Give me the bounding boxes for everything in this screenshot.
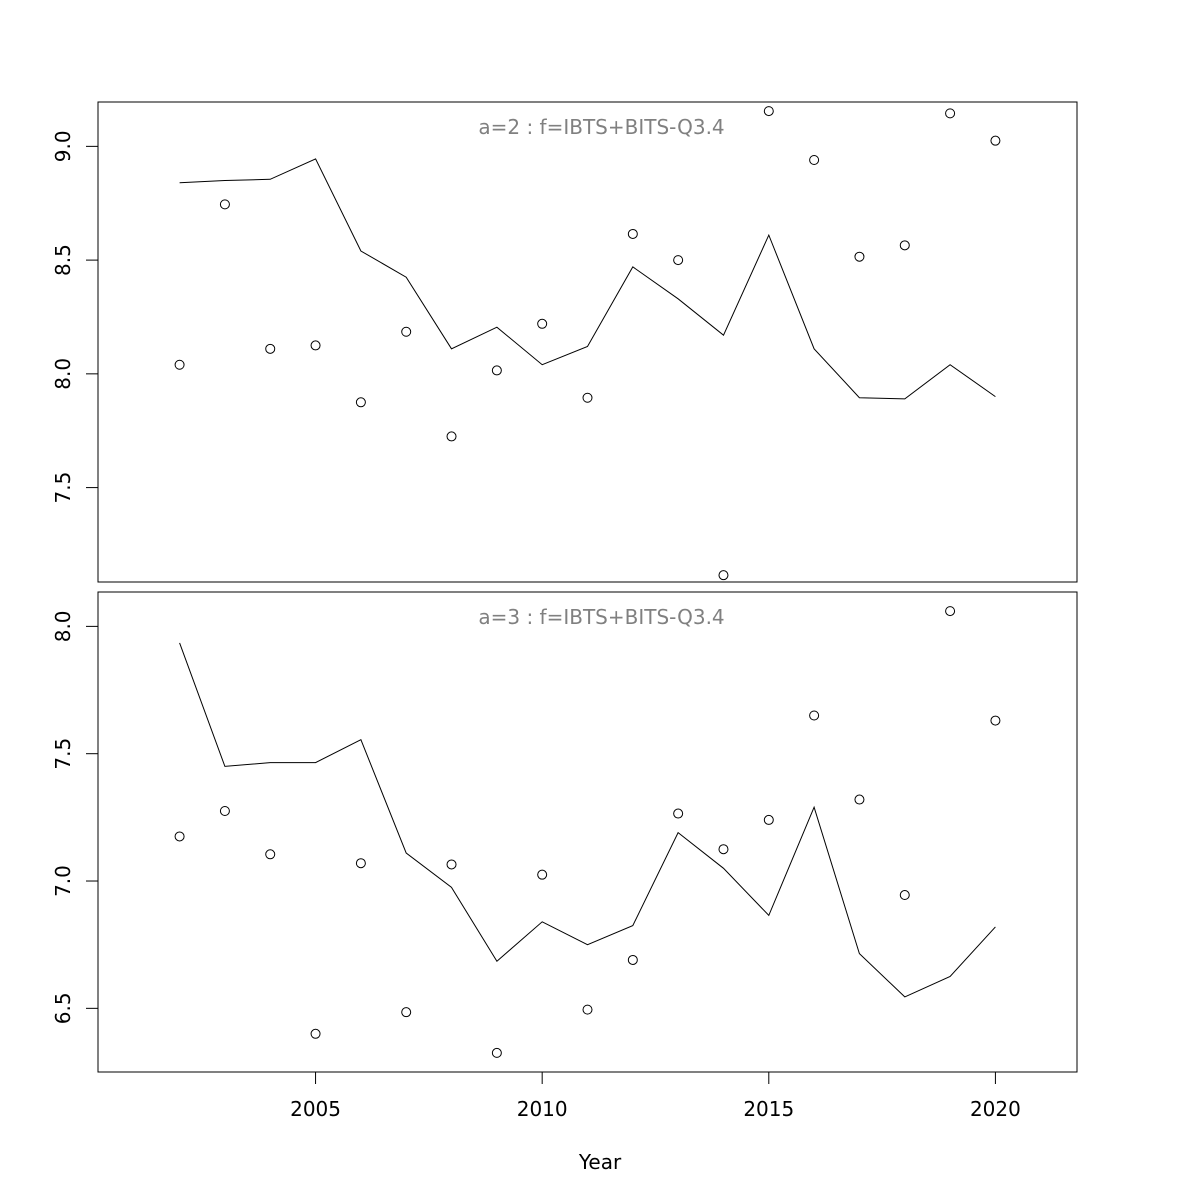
- x-tick-label: 2020: [970, 1097, 1021, 1121]
- panel-frame: [97, 101, 1078, 583]
- observed-point: [854, 251, 865, 262]
- observed-point: [718, 570, 729, 581]
- observed-point: [401, 1007, 412, 1018]
- observed-point: [310, 340, 321, 351]
- panel-frame: [97, 591, 1078, 1073]
- x-axis-title: Year: [578, 1150, 622, 1174]
- observed-point: [809, 155, 820, 166]
- y-tick-label: 9.0: [51, 130, 75, 162]
- panel-title: a=2 : f=IBTS+BITS-Q3.4: [478, 115, 724, 139]
- y-tick-label: 8.0: [51, 610, 75, 642]
- observed-point: [265, 849, 276, 860]
- y-tick-label: 7.5: [51, 738, 75, 770]
- observed-point: [990, 135, 1001, 146]
- x-tick-label: 2005: [290, 1097, 341, 1121]
- y-tick-label: 7.5: [51, 472, 75, 504]
- y-tick-label: 7.0: [51, 865, 75, 897]
- observed-point: [491, 1047, 502, 1058]
- observed-point: [718, 844, 729, 855]
- observed-point: [219, 805, 230, 816]
- observed-point: [899, 240, 910, 251]
- observed-point: [899, 890, 910, 901]
- observed-point: [945, 606, 956, 617]
- observed-point: [627, 954, 638, 965]
- observed-point: [582, 392, 593, 403]
- observed-point: [491, 365, 502, 376]
- observed-point: [401, 326, 412, 337]
- observed-point: [809, 710, 820, 721]
- y-tick-label: 8.0: [51, 358, 75, 390]
- observed-point: [446, 859, 457, 870]
- x-tick-label: 2015: [743, 1097, 794, 1121]
- observed-point: [673, 255, 684, 266]
- observed-point: [355, 858, 366, 869]
- observed-point: [673, 808, 684, 819]
- observed-point: [219, 199, 230, 210]
- observed-point: [265, 343, 276, 354]
- observed-point: [582, 1004, 593, 1015]
- observed-point: [854, 794, 865, 805]
- observed-point: [945, 108, 956, 119]
- observed-point: [537, 318, 548, 329]
- observed-point: [174, 359, 185, 370]
- x-tick-label: 2010: [517, 1097, 568, 1121]
- panel-age-3: a=3 : f=IBTS+BITS-Q3.4 6.5 7.0 7.5 8.0: [51, 591, 1078, 1073]
- observed-point: [763, 814, 774, 825]
- y-tick-label: 8.5: [51, 244, 75, 276]
- observed-point: [763, 106, 774, 117]
- x-axis: 2005 2010 2015 2020: [290, 1071, 1021, 1121]
- observed-point: [355, 397, 366, 408]
- y-tick-label: 6.5: [51, 992, 75, 1024]
- fitted-line: [179, 158, 996, 400]
- fitted-line: [179, 642, 996, 998]
- observed-point: [174, 831, 185, 842]
- observed-point: [627, 228, 638, 239]
- observed-point: [537, 869, 548, 880]
- panel-title: a=3 : f=IBTS+BITS-Q3.4: [478, 605, 724, 629]
- observed-point: [310, 1028, 321, 1039]
- panel-age-2: a=2 : f=IBTS+BITS-Q3.4 7.5 8.0 8.5 9.0: [51, 101, 1078, 583]
- observed-point: [446, 431, 457, 442]
- observed-point: [990, 715, 1001, 726]
